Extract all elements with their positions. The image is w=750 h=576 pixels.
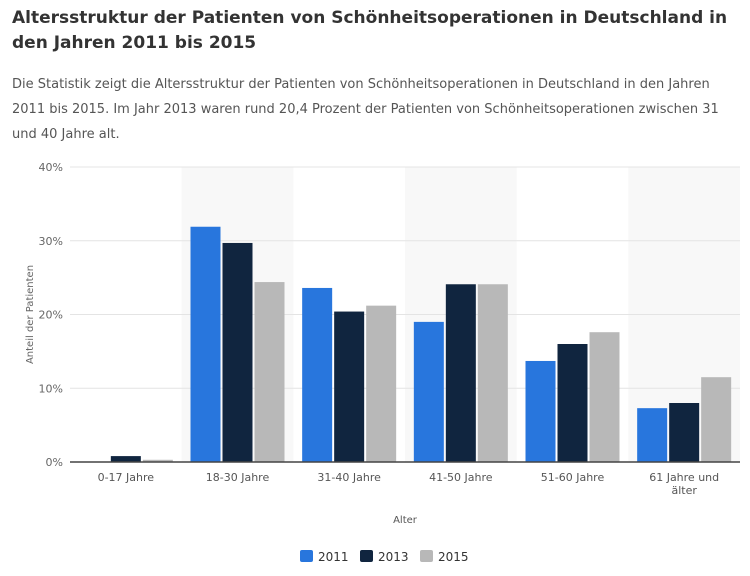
x-tick-label: 0-17 Jahre	[98, 471, 155, 484]
chart-title: Altersstruktur der Patienten von Schönhe…	[12, 8, 728, 53]
bar-2015	[366, 305, 397, 462]
y-tick-label: 0%	[46, 456, 63, 469]
y-tick-label: 40%	[39, 161, 63, 174]
bar-2011	[190, 226, 221, 462]
bar-2011	[413, 321, 444, 462]
x-tick-label: 61 Jahre und	[649, 471, 719, 484]
bar-2013	[222, 242, 253, 462]
legend-label: 2015	[438, 550, 469, 564]
x-tick-label: 31-40 Jahre	[317, 471, 381, 484]
y-tick-label: 30%	[39, 235, 63, 248]
bar-2011	[637, 408, 668, 462]
x-tick-label: 51-60 Jahre	[541, 471, 605, 484]
legend-label: 2011	[318, 550, 349, 564]
y-axis-title: Anteil der Patienten	[25, 265, 36, 364]
x-axis-title: Alter	[393, 515, 418, 526]
chart-description: Die Statistik zeigt die Altersstruktur d…	[12, 77, 719, 142]
x-tick-label: 18-30 Jahre	[206, 471, 270, 484]
bar-2011	[302, 287, 333, 462]
bar-2015	[701, 377, 732, 462]
x-tick-label: 41-50 Jahre	[429, 471, 493, 484]
bar-2015	[477, 284, 508, 462]
bar-2015	[142, 459, 173, 462]
bar-2013	[557, 344, 588, 462]
bar-2013	[445, 284, 476, 462]
legend-swatch	[420, 550, 433, 562]
bar-2013	[110, 456, 141, 462]
bar-2011	[525, 360, 556, 462]
legend-label: 2013	[378, 550, 409, 564]
y-tick-label: 10%	[39, 382, 63, 395]
bar-2013	[334, 311, 365, 462]
bar-2015	[589, 332, 620, 462]
bar-2015	[254, 282, 285, 462]
x-tick-label: älter	[671, 484, 697, 497]
y-tick-label: 20%	[39, 309, 63, 322]
bar-2013	[669, 403, 700, 462]
legend-swatch	[360, 550, 373, 562]
legend-swatch	[300, 550, 313, 562]
